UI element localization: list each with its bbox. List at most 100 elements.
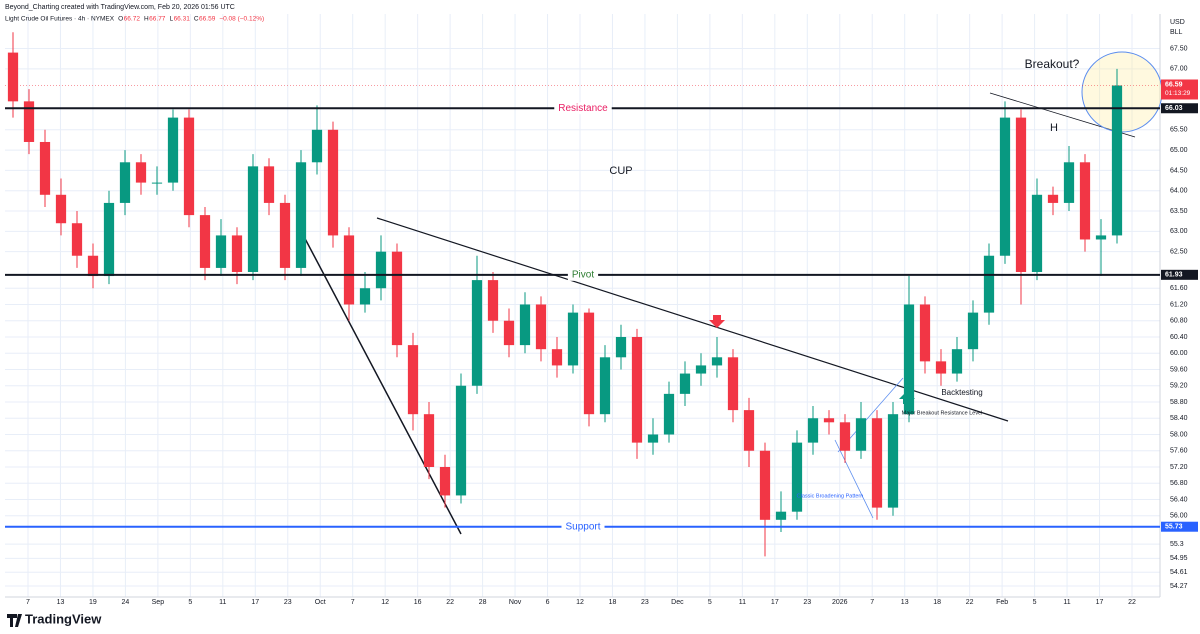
annotation: CUP <box>609 165 632 177</box>
x-tick-label: 11 <box>1063 599 1070 606</box>
candle-body <box>391 251 403 346</box>
currency: USD <box>1170 19 1185 26</box>
y-tick-label: 65.50 <box>1170 127 1188 134</box>
candle-body <box>903 304 915 415</box>
candle-body <box>295 162 307 268</box>
axes: 67.50 67.00 65.50 65.00 64.50 64.00 63.50 63.00… <box>26 45 1188 605</box>
last-price: 66.59 <box>1165 81 1183 88</box>
brand: TradingView <box>25 611 102 626</box>
candle-body <box>343 235 355 305</box>
candle-body <box>519 304 531 346</box>
candle-body <box>151 182 163 184</box>
candle-body <box>839 422 851 451</box>
x-tick-label: 11 <box>219 599 226 606</box>
candle-body <box>503 320 515 346</box>
y-tick-label: 57.60 <box>1170 448 1188 455</box>
candle-body <box>1047 194 1059 203</box>
legend-value: 66.31 <box>174 16 191 23</box>
legend-symbol: Light Crude Oil Futures · 4h · NYMEX <box>5 16 115 23</box>
candle-body <box>1111 85 1123 236</box>
legend-value: O <box>118 16 123 23</box>
x-tick-label: 19 <box>89 599 97 606</box>
grid <box>5 14 1160 597</box>
candle-body <box>487 280 499 321</box>
candle-body <box>663 393 675 435</box>
y-tick-label: 58.00 <box>1170 431 1188 438</box>
y-tick-label: 57.20 <box>1170 464 1188 471</box>
x-tick-label: 7 <box>26 599 30 606</box>
y-tick-label: 59.20 <box>1170 383 1188 390</box>
candle-body <box>311 129 323 163</box>
candle-body <box>471 280 483 386</box>
y-tick-label: 64.00 <box>1170 188 1188 195</box>
trend-line <box>376 217 1009 422</box>
candle-body <box>71 223 83 256</box>
unit: BLL <box>1170 29 1183 36</box>
down-arrow <box>709 315 725 328</box>
level-label: Support <box>565 521 600 532</box>
candle-body <box>791 442 803 512</box>
level-label: Resistance <box>558 103 608 114</box>
level-label-bg <box>561 520 605 533</box>
candle-body <box>807 418 819 443</box>
x-tick-label: 2026 <box>832 599 848 606</box>
candle-body <box>87 255 99 277</box>
candle-body <box>167 117 179 183</box>
y-tick-label: 60.80 <box>1170 318 1188 325</box>
logo-icon <box>7 614 22 627</box>
candle-body <box>567 312 579 366</box>
candle-body <box>983 255 995 313</box>
x-tick-label: Dec <box>671 599 684 606</box>
last-price-bg <box>1161 79 1198 100</box>
y-tick-label: 62.50 <box>1170 249 1188 256</box>
broadening-line <box>834 439 874 519</box>
candle-body <box>935 361 947 374</box>
x-tick-label: 16 <box>414 599 422 606</box>
level-label: Pivot <box>572 269 594 280</box>
candle-body <box>231 235 243 272</box>
y-tick-label: 56.40 <box>1170 496 1188 503</box>
candle-body <box>55 194 67 224</box>
candle-body <box>455 385 467 496</box>
candle-body <box>711 357 723 366</box>
candle-body <box>279 202 291 268</box>
y-tick-label: 63.00 <box>1170 228 1188 235</box>
x-tick-label: 5 <box>188 599 192 606</box>
legend-value: L <box>169 16 173 23</box>
y-tick-label: 54.95 <box>1170 555 1188 562</box>
x-tick-label: 5 <box>708 599 712 606</box>
x-tick-label: 28 <box>479 599 487 606</box>
candle-body <box>967 312 979 350</box>
candle-body <box>775 511 787 520</box>
levels: Resistance 66.03 Pivot 61.93 Support 55.73 66.… <box>5 79 1198 533</box>
candle-body <box>871 418 883 508</box>
y-tick-label: 58.80 <box>1170 399 1188 406</box>
candle-body <box>727 357 739 411</box>
legend-value: 66.59 <box>199 16 216 23</box>
candle-body <box>647 434 659 443</box>
candles <box>7 32 1123 557</box>
candle-body <box>23 101 35 142</box>
annotation: Classic Broadening Pattern <box>797 493 864 499</box>
candle-body <box>1031 194 1043 272</box>
annotation: H <box>1050 122 1058 134</box>
x-tick-label: Sep <box>152 599 165 606</box>
y-tick-label: 60.00 <box>1170 350 1188 357</box>
candle-body <box>919 304 931 362</box>
x-tick-label: Feb <box>996 599 1008 606</box>
candle-body <box>407 345 419 415</box>
legend-value: H <box>144 16 149 23</box>
x-tick-label: 17 <box>251 599 259 606</box>
x-tick-label: 22 <box>966 599 974 606</box>
candle-body <box>135 162 147 183</box>
candle-body <box>119 162 131 203</box>
candle-body <box>679 373 691 394</box>
candle-body <box>759 450 771 520</box>
candle-body <box>1079 162 1091 240</box>
x-tick-label: 22 <box>446 599 454 606</box>
y-tick-label: 61.20 <box>1170 301 1188 308</box>
candle-body <box>695 365 707 374</box>
candle-body <box>615 336 627 358</box>
